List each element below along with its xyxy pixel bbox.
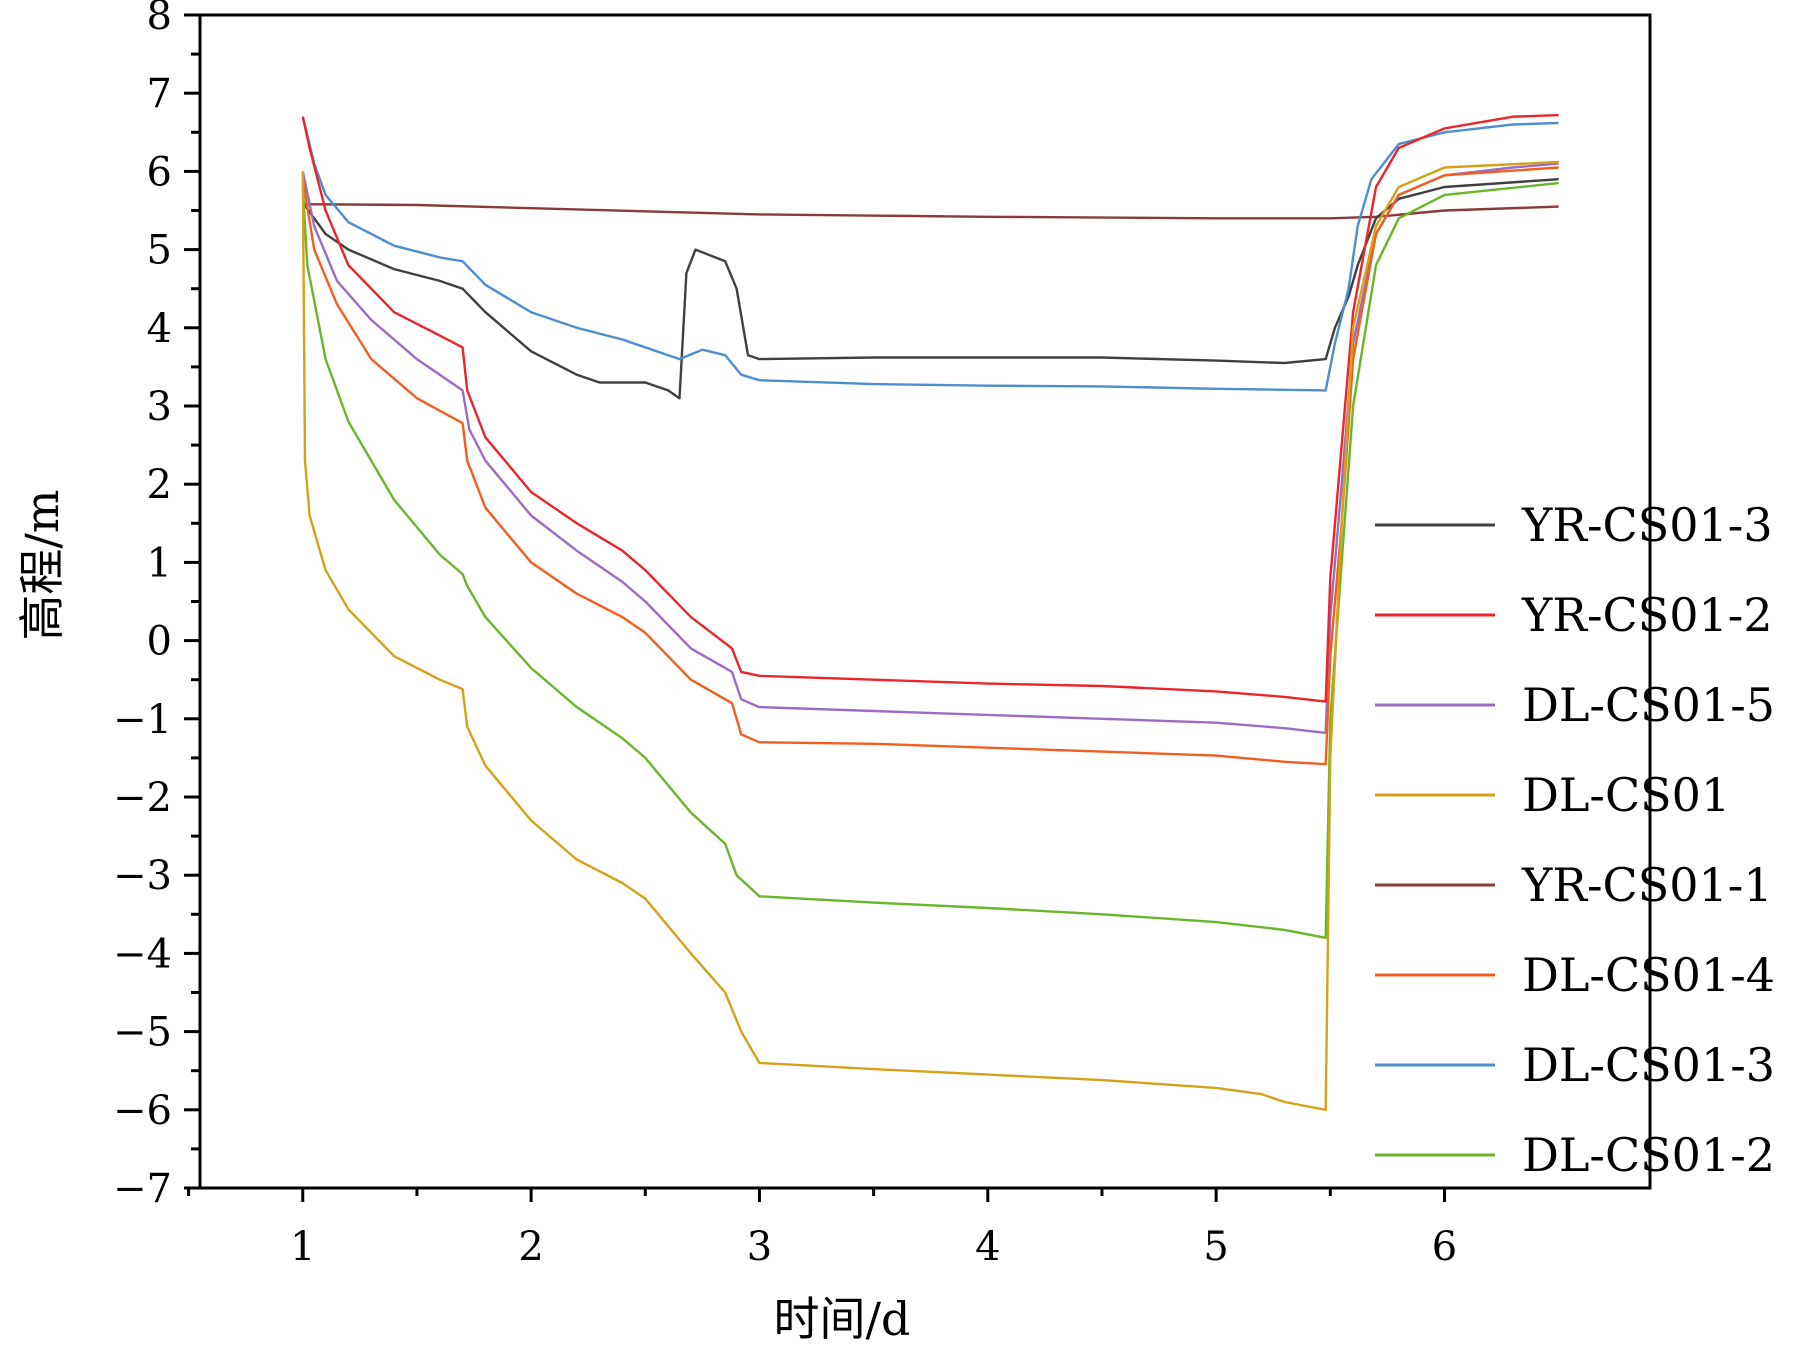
- legend: YR-CS01-3 YR-CS01-2 DL-CS01-5 DL-CS01 YR-CS0…: [1375, 498, 1775, 1182]
- series-line-dl-cs01-3: [301, 116, 1559, 392]
- x-tick-label: 6: [1432, 1224, 1457, 1270]
- y-tick-label: 0: [147, 619, 172, 665]
- series-layer: [301, 113, 1559, 1111]
- y-tick-label: 6: [147, 149, 172, 195]
- y-tick-label: −3: [113, 853, 172, 899]
- legend-label: DL-CS01-5: [1522, 678, 1775, 732]
- series-line-dl-cs01-2: [301, 181, 1559, 939]
- x-tick-label: 2: [518, 1224, 543, 1270]
- series-line-yr-cs01-2: [301, 113, 1559, 703]
- y-tick-label: −6: [113, 1088, 172, 1134]
- legend-label: DL-CS01: [1522, 768, 1730, 822]
- series-line-dl-cs01-5: [301, 162, 1559, 735]
- y-tick-label: −1: [113, 697, 172, 743]
- x-tick-label: 3: [747, 1224, 772, 1270]
- legend-label: YR-CS01-2: [1521, 588, 1773, 642]
- legend-label: YR-CS01-1: [1521, 858, 1773, 912]
- legend-label: DL-CS01-4: [1522, 948, 1775, 1002]
- x-tick-label: 5: [1203, 1224, 1228, 1270]
- y-tick-label: −2: [113, 775, 172, 821]
- axes: 1 2 3 4 5 6 −7 −6 −5 −4 −3 −2 −1 0 1 2 3 4 5 6 7 8: [113, 0, 1652, 1270]
- x-tick-label: 4: [975, 1224, 1000, 1270]
- x-axis-title: 时间/d: [774, 1292, 911, 1346]
- y-axis-title: 高程/m: [15, 489, 69, 640]
- x-tick-label: 1: [290, 1224, 315, 1270]
- y-tick-label: 4: [147, 306, 172, 352]
- legend-label: DL-CS01-3: [1522, 1038, 1775, 1092]
- y-tick-label: 1: [147, 540, 172, 586]
- y-tick-label: −7: [113, 1166, 172, 1212]
- y-tick-label: −5: [113, 1010, 172, 1056]
- series-line-dl-cs01: [301, 160, 1559, 1111]
- y-tick-label: 5: [147, 228, 172, 274]
- legend-label: DL-CS01-2: [1522, 1128, 1775, 1182]
- y-tick-label: 3: [147, 384, 172, 430]
- y-tick-label: 8: [147, 0, 172, 39]
- y-tick-label: 7: [147, 71, 172, 117]
- y-tick-label: 2: [147, 462, 172, 508]
- y-tick-label: −4: [113, 931, 172, 977]
- legend-label: YR-CS01-3: [1521, 498, 1773, 552]
